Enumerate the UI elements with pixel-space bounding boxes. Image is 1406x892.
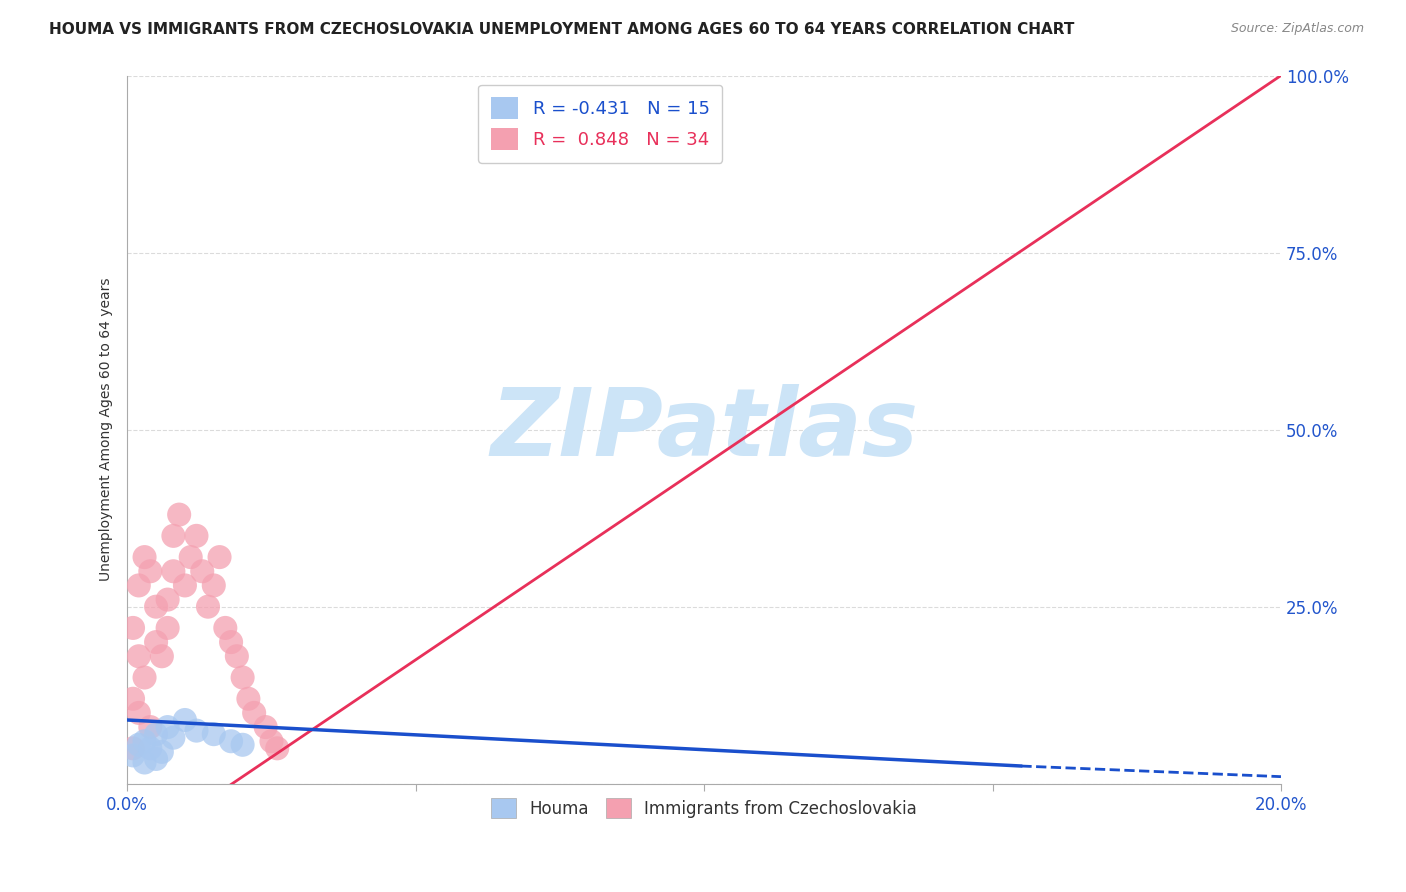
Point bbox=[238, 691, 260, 706]
Point bbox=[260, 734, 283, 748]
Point bbox=[191, 564, 214, 578]
Point bbox=[180, 550, 202, 565]
Point bbox=[150, 649, 173, 664]
Point bbox=[139, 564, 162, 578]
Point bbox=[139, 720, 162, 734]
Point bbox=[128, 649, 150, 664]
Point bbox=[145, 635, 167, 649]
Point bbox=[167, 508, 190, 522]
Point bbox=[134, 734, 156, 748]
Text: ZIPatlas: ZIPatlas bbox=[491, 384, 918, 475]
Point bbox=[156, 720, 179, 734]
Point bbox=[134, 756, 156, 770]
Point bbox=[202, 727, 225, 741]
Point bbox=[128, 706, 150, 720]
Point bbox=[128, 738, 150, 752]
Point bbox=[254, 720, 277, 734]
Point bbox=[232, 738, 254, 752]
Point bbox=[128, 578, 150, 592]
Point bbox=[122, 691, 145, 706]
Legend: Houma, Immigrants from Czechoslovakia: Houma, Immigrants from Czechoslovakia bbox=[485, 791, 924, 825]
Point bbox=[219, 734, 242, 748]
Point bbox=[150, 745, 173, 759]
Point bbox=[174, 578, 197, 592]
Point bbox=[162, 731, 184, 745]
Point bbox=[122, 741, 145, 756]
Text: HOUMA VS IMMIGRANTS FROM CZECHOSLOVAKIA UNEMPLOYMENT AMONG AGES 60 TO 64 YEARS C: HOUMA VS IMMIGRANTS FROM CZECHOSLOVAKIA … bbox=[49, 22, 1074, 37]
Point bbox=[202, 578, 225, 592]
Point bbox=[145, 599, 167, 614]
Point bbox=[243, 706, 266, 720]
Point bbox=[214, 621, 236, 635]
Point bbox=[219, 635, 242, 649]
Point bbox=[232, 671, 254, 685]
Point bbox=[134, 671, 156, 685]
Point bbox=[186, 723, 208, 738]
Point bbox=[174, 713, 197, 727]
Y-axis label: Unemployment Among Ages 60 to 64 years: Unemployment Among Ages 60 to 64 years bbox=[100, 278, 114, 582]
Point bbox=[122, 748, 145, 763]
Point bbox=[225, 649, 247, 664]
Point bbox=[145, 752, 167, 766]
Point bbox=[197, 599, 219, 614]
Text: Source: ZipAtlas.com: Source: ZipAtlas.com bbox=[1230, 22, 1364, 36]
Point bbox=[122, 621, 145, 635]
Point bbox=[145, 727, 167, 741]
Point bbox=[162, 529, 184, 543]
Point bbox=[186, 529, 208, 543]
Point bbox=[156, 592, 179, 607]
Point bbox=[139, 741, 162, 756]
Point bbox=[162, 564, 184, 578]
Point bbox=[208, 550, 231, 565]
Point bbox=[266, 741, 288, 756]
Point bbox=[134, 550, 156, 565]
Point bbox=[156, 621, 179, 635]
